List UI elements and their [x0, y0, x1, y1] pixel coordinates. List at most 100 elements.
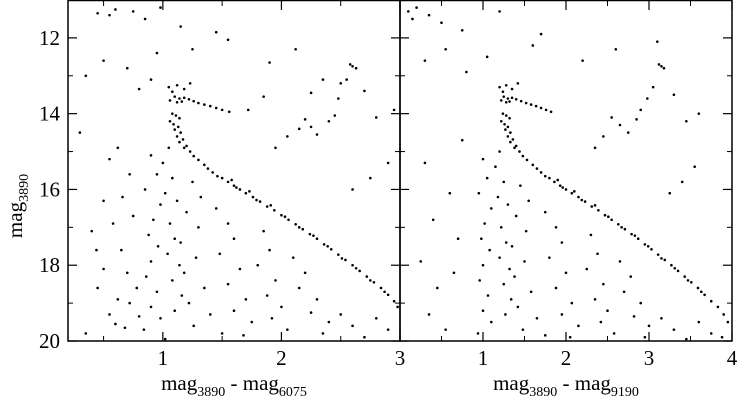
- data-point: [167, 85, 171, 89]
- data-point: [297, 286, 301, 290]
- data-point: [238, 267, 242, 271]
- data-point: [363, 89, 366, 93]
- y-tick-label: 14: [39, 102, 61, 126]
- data-point: [211, 171, 214, 174]
- data-point: [556, 178, 559, 182]
- x-label-right-b: mag: [575, 371, 612, 395]
- data-point: [322, 243, 326, 246]
- data-point: [716, 305, 720, 309]
- y-tick-label: 16: [39, 177, 60, 201]
- data-point: [623, 227, 627, 231]
- data-point: [392, 299, 396, 303]
- data-point: [274, 279, 277, 282]
- data-point: [597, 208, 600, 212]
- data-point: [269, 204, 273, 207]
- data-point: [149, 305, 153, 309]
- data-point: [560, 241, 564, 244]
- data-point: [543, 210, 547, 214]
- data-point: [668, 191, 672, 195]
- y-tick-label: 12: [39, 26, 60, 50]
- data-point: [548, 176, 551, 180]
- y-axis-label-main: mag: [3, 201, 27, 238]
- x-tick-label: 1: [158, 346, 169, 370]
- data-point: [244, 298, 248, 301]
- data-point: [369, 176, 372, 180]
- data-point: [646, 97, 649, 100]
- data-point: [116, 146, 120, 150]
- data-point: [527, 199, 530, 203]
- data-point: [182, 96, 186, 100]
- data-point: [531, 44, 535, 47]
- data-point: [573, 190, 576, 193]
- x-axis-label-left: mag3890 - mag6075: [161, 371, 307, 400]
- data-point: [173, 237, 177, 240]
- data-point: [175, 199, 179, 203]
- data-point: [570, 191, 574, 195]
- data-point: [379, 286, 383, 290]
- data-point: [632, 315, 636, 318]
- data-point: [499, 226, 503, 229]
- data-point: [560, 313, 564, 316]
- data-point: [95, 248, 98, 252]
- data-point: [309, 91, 313, 95]
- data-point: [171, 279, 174, 282]
- data-point: [539, 32, 543, 36]
- data-point: [128, 301, 131, 305]
- data-point: [506, 203, 510, 206]
- data-point: [262, 229, 265, 233]
- data-point: [502, 95, 506, 98]
- data-point: [656, 253, 660, 256]
- x-axis-label-right: mag3890 - mag9190: [493, 371, 639, 400]
- data-point: [149, 78, 153, 81]
- data-point: [511, 138, 515, 141]
- data-point: [246, 108, 250, 112]
- data-point: [155, 172, 159, 176]
- data-point: [693, 165, 696, 169]
- data-point: [128, 172, 131, 176]
- data-point: [643, 335, 647, 339]
- data-point: [672, 328, 676, 331]
- data-point: [663, 258, 667, 262]
- data-point: [174, 114, 178, 117]
- data-point: [524, 229, 528, 233]
- data-point: [483, 222, 486, 225]
- data-point: [535, 316, 539, 320]
- data-point: [121, 195, 124, 199]
- data-point: [529, 103, 533, 106]
- data-point: [232, 309, 236, 312]
- data-point: [544, 108, 548, 112]
- data-point: [636, 237, 640, 240]
- data-point: [220, 176, 224, 180]
- data-point: [131, 10, 135, 13]
- data-point: [173, 309, 177, 312]
- data-point: [374, 316, 378, 320]
- data-point: [168, 222, 172, 225]
- x-tick-label: 4: [727, 346, 738, 370]
- data-point: [639, 108, 642, 112]
- data-point: [250, 320, 254, 324]
- data-point: [519, 99, 523, 103]
- data-point: [309, 125, 313, 129]
- data-point: [614, 47, 618, 51]
- data-point: [203, 163, 206, 167]
- data-point: [312, 234, 315, 237]
- data-point: [504, 313, 507, 316]
- data-point: [283, 215, 287, 219]
- data-point: [415, 6, 418, 9]
- y-axis-label: mag3890: [3, 174, 32, 238]
- data-point: [570, 301, 574, 305]
- data-point: [635, 118, 638, 121]
- x-tick-label: 2: [561, 346, 572, 370]
- data-point: [143, 188, 147, 191]
- data-point: [351, 65, 354, 68]
- data-point: [531, 163, 535, 167]
- data-point: [616, 223, 620, 226]
- data-point: [543, 334, 547, 337]
- data-point: [294, 47, 297, 51]
- data-point: [315, 237, 319, 240]
- data-point: [610, 116, 613, 119]
- data-point: [159, 6, 162, 9]
- data-point: [149, 154, 153, 157]
- data-point: [238, 188, 242, 191]
